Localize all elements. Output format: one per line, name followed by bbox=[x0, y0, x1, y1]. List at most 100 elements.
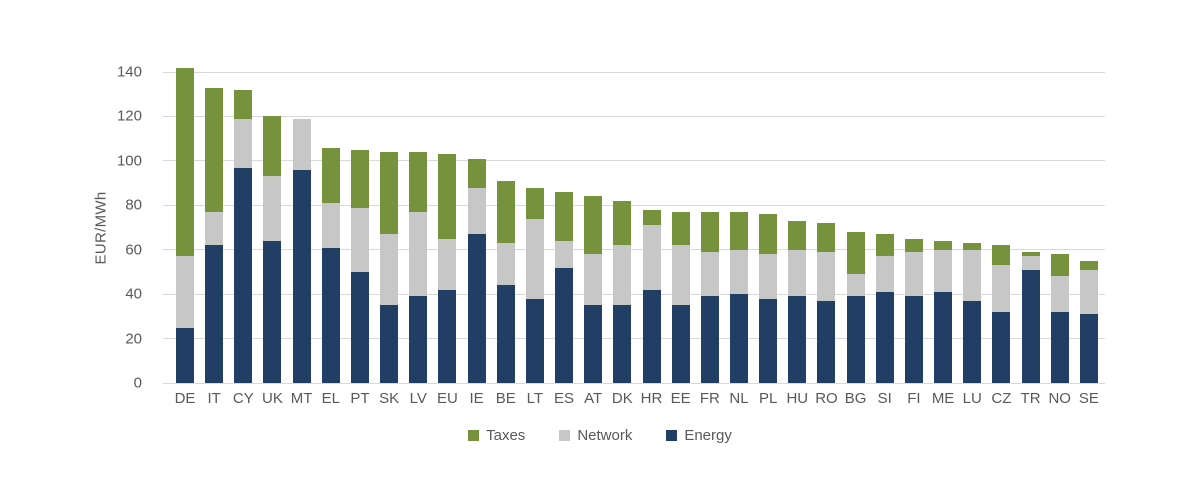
bar-segment-taxes-TR bbox=[1021, 252, 1040, 257]
bar-segment-taxes-RO bbox=[817, 223, 836, 252]
bar-stack-EL bbox=[321, 147, 340, 383]
bar-segment-network-IE bbox=[467, 187, 486, 235]
bar-segment-energy-ES bbox=[555, 267, 574, 383]
bar-stack-ES bbox=[555, 191, 574, 383]
bar-segment-energy-AT bbox=[584, 305, 603, 383]
legend-swatch-taxes bbox=[468, 430, 480, 441]
bar-segment-energy-MT bbox=[292, 169, 311, 383]
bar-stack-TR bbox=[1021, 252, 1040, 383]
bar-segment-energy-SK bbox=[380, 305, 399, 383]
x-label-LV: LV bbox=[409, 390, 427, 407]
bar-segment-taxes-CZ bbox=[992, 245, 1011, 266]
y-tick-label-140: 140 bbox=[116, 63, 142, 81]
bar-segment-taxes-IT bbox=[205, 87, 224, 213]
bar-stack-LV bbox=[409, 152, 428, 383]
bar-group-TR: TR bbox=[1021, 72, 1041, 406]
bar-segment-network-LU bbox=[963, 249, 982, 301]
bar-group-EE: EE bbox=[671, 72, 691, 406]
bar-segment-taxes-HR bbox=[642, 209, 661, 226]
bar-segment-network-LT bbox=[525, 218, 544, 299]
legend-swatch-network bbox=[559, 430, 571, 441]
bar-group-DK: DK bbox=[612, 72, 633, 406]
bar-stack-EE bbox=[671, 211, 690, 383]
gridline-40 bbox=[163, 293, 1105, 295]
x-label-PT: PT bbox=[350, 390, 370, 407]
bar-segment-energy-UK bbox=[263, 240, 282, 383]
x-label-MT: MT bbox=[290, 390, 313, 407]
x-label-ES: ES bbox=[554, 390, 575, 407]
bar-segment-network-DK bbox=[613, 245, 632, 306]
legend-label-network: Network bbox=[577, 427, 633, 444]
legend: Taxes Network Energy bbox=[0, 428, 1200, 443]
bar-segment-network-RO bbox=[817, 251, 836, 301]
bar-segment-taxes-LV bbox=[409, 152, 428, 213]
bar-segment-taxes-EU bbox=[438, 154, 457, 239]
bar-segment-taxes-DK bbox=[613, 200, 632, 246]
x-label-ME: ME bbox=[931, 390, 955, 407]
gridline-120 bbox=[163, 115, 1105, 117]
legend-item-energy: Energy bbox=[666, 428, 732, 443]
gridline-80 bbox=[163, 204, 1105, 206]
bar-segment-network-SI bbox=[875, 256, 894, 292]
x-label-LU: LU bbox=[962, 390, 982, 407]
x-label-DE: DE bbox=[174, 390, 196, 407]
bar-stack-PL bbox=[759, 214, 778, 383]
bar-segment-taxes-PL bbox=[759, 214, 778, 255]
bar-group-SI: SI bbox=[875, 72, 894, 406]
bar-stack-NO bbox=[1050, 254, 1069, 383]
bar-group-CZ: CZ bbox=[991, 72, 1011, 406]
bar-group-PL: PL bbox=[759, 72, 778, 406]
bar-segment-energy-HR bbox=[642, 289, 661, 383]
bar-group-DE: DE bbox=[175, 67, 195, 406]
bar-stack-RO bbox=[817, 223, 836, 383]
gridline-100 bbox=[163, 160, 1105, 162]
bar-segment-network-MT bbox=[292, 118, 311, 170]
bar-segment-taxes-LT bbox=[525, 187, 544, 219]
bar-segment-network-EU bbox=[438, 238, 457, 290]
bar-segment-taxes-PT bbox=[350, 149, 369, 208]
bar-segment-network-CY bbox=[234, 118, 253, 168]
bar-segment-network-SE bbox=[1079, 269, 1098, 315]
bar-segment-energy-FI bbox=[904, 296, 923, 383]
legend-item-network: Network bbox=[559, 428, 632, 443]
bar-stack-DK bbox=[613, 200, 632, 383]
gridline-140 bbox=[163, 71, 1105, 73]
x-label-CY: CY bbox=[232, 390, 254, 407]
bar-segment-energy-IT bbox=[205, 245, 224, 383]
x-label-BE: BE bbox=[495, 390, 516, 407]
bar-group-MT: MT bbox=[291, 72, 312, 406]
bar-segment-taxes-NO bbox=[1050, 254, 1069, 277]
bar-segment-energy-LT bbox=[525, 298, 544, 383]
bar-group-PT: PT bbox=[350, 72, 370, 406]
bars: DE IT CY UK MT EL PT SK LV EU IE BE LT ES AT DK HR EE FR NL… bbox=[163, 67, 1105, 406]
bar-segment-energy-RO bbox=[817, 300, 836, 383]
bar-segment-energy-IE bbox=[467, 234, 486, 383]
x-label-SK: SK bbox=[379, 390, 400, 407]
bar-group-LV: LV bbox=[409, 72, 428, 406]
bar-segment-energy-LV bbox=[409, 296, 428, 383]
bar-segment-energy-DK bbox=[613, 305, 632, 383]
bar-group-ES: ES bbox=[554, 72, 574, 406]
bar-segment-network-ME bbox=[934, 249, 953, 292]
bar-stack-CZ bbox=[992, 245, 1011, 383]
x-label-EE: EE bbox=[670, 390, 691, 407]
bar-segment-network-TR bbox=[1021, 256, 1040, 270]
bar-segment-energy-PL bbox=[759, 298, 778, 383]
bar-group-LU: LU bbox=[963, 72, 982, 406]
bar-stack-BE bbox=[496, 180, 515, 383]
bar-group-CY: CY bbox=[233, 72, 254, 406]
x-label-PL: PL bbox=[758, 390, 778, 407]
x-label-IT: IT bbox=[207, 390, 221, 407]
bar-segment-network-FI bbox=[904, 252, 923, 297]
bar-segment-energy-DE bbox=[176, 327, 194, 383]
bar-segment-network-ES bbox=[555, 240, 574, 268]
bar-segment-network-FR bbox=[700, 252, 719, 297]
bar-segment-energy-HU bbox=[788, 296, 807, 383]
bar-segment-network-HR bbox=[642, 225, 661, 290]
x-label-UK: UK bbox=[262, 390, 283, 407]
legend-label-taxes: Taxes bbox=[486, 427, 526, 444]
bar-group-EL: EL bbox=[321, 72, 340, 406]
x-label-HU: HU bbox=[786, 390, 809, 407]
bar-segment-network-NL bbox=[729, 249, 748, 295]
bar-segment-taxes-SE bbox=[1079, 260, 1098, 270]
